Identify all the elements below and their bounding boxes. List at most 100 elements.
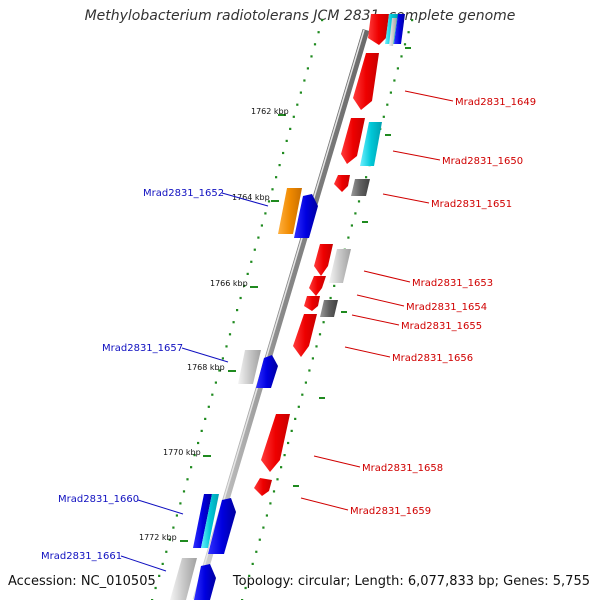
rail-dot	[250, 260, 253, 263]
gene-arrow-1653[interactable]	[329, 249, 351, 283]
rail-dot	[193, 454, 196, 457]
gene-arrow-1661b[interactable]	[194, 564, 216, 600]
gene-label-1660: Mrad2831_1660	[58, 494, 139, 505]
rail-dot	[304, 381, 307, 384]
rail-dot	[265, 514, 268, 517]
rail-dot	[317, 31, 320, 34]
gene-label-1659: Mrad2831_1659	[350, 506, 431, 517]
rail-dot	[318, 333, 322, 336]
rail-dot	[267, 200, 271, 203]
rail-dot	[246, 272, 249, 275]
gene-label-1655: Mrad2831_1655	[401, 321, 482, 332]
gene-label-1650: Mrad2831_1650	[442, 156, 523, 167]
gene-arrow-1656[interactable]	[293, 314, 317, 357]
rail-dot	[239, 296, 242, 300]
rail-dot	[278, 164, 281, 167]
rail-dot	[182, 490, 186, 493]
rail-dot	[214, 381, 217, 384]
rail-dot	[248, 574, 251, 577]
rail-dot	[207, 405, 210, 408]
rail-dot	[262, 526, 265, 529]
rail-dot	[253, 248, 256, 251]
axis-ticks: 1762 kbp 1764 kbp 1766 kbp 1768 kbp 1770…	[139, 47, 411, 542]
gene-label-1649: Mrad2831_1649	[455, 97, 536, 108]
rail-dot	[350, 224, 353, 227]
gene-label-1653: Mrad2831_1653	[412, 278, 493, 289]
rail-dot	[354, 212, 357, 215]
gene-arrow-1649[interactable]	[353, 53, 379, 110]
rail-dot	[165, 550, 168, 553]
rail-dot	[299, 91, 302, 94]
rail-dot	[228, 333, 232, 336]
rail-dot	[322, 321, 325, 324]
rail-dot	[197, 441, 200, 445]
rail-dot	[255, 550, 258, 553]
tick-label-1772: 1772 kbp	[139, 533, 177, 542]
rail-dot	[258, 538, 261, 541]
rail-dot	[225, 345, 228, 348]
rail-dot	[365, 176, 368, 179]
rail-dot	[186, 478, 189, 481]
accession-text: Accession: NC_010505	[8, 574, 156, 589]
rail-dot	[264, 212, 267, 215]
rail-dot	[329, 296, 332, 300]
label-leaders	[120, 90, 454, 572]
rail-dot	[158, 574, 161, 577]
rail-dot	[282, 151, 285, 155]
rail-dot	[276, 478, 279, 481]
rail-dot	[407, 31, 410, 34]
genome-summary-text: Topology: circular; Length: 6,077,833 bp…	[232, 574, 590, 589]
rail-dot	[204, 417, 207, 420]
map-title: Methylobacterium radiotolerans JCM 2831,…	[84, 8, 516, 24]
gene-arrow-1660[interactable]	[193, 494, 212, 548]
gene-arrow-1659[interactable]	[254, 478, 272, 496]
rail-dot	[308, 369, 311, 372]
rail-dot	[190, 466, 193, 469]
tick-label-1764: 1764 kbp	[232, 193, 270, 202]
rail-dot	[272, 490, 276, 493]
rail-dot	[280, 466, 283, 469]
rail-dot	[236, 309, 239, 312]
gene-arrow-1653a[interactable]	[314, 244, 333, 276]
gene-arrow-1660b[interactable]	[201, 494, 219, 548]
rail-dot	[269, 502, 272, 505]
gene-arrow-1658[interactable]	[261, 414, 290, 472]
tick-label-1766: 1766 kbp	[210, 279, 248, 288]
rail-dot	[306, 67, 309, 70]
gene-arrow-1655[interactable]	[320, 300, 338, 317]
gene-arrow-top-gray	[389, 18, 397, 46]
rail-dot	[400, 55, 403, 58]
gene-arrow-1651[interactable]	[351, 179, 370, 196]
gene-arrow-1650b[interactable]	[360, 122, 382, 166]
gene-arrow-1657[interactable]	[238, 350, 261, 384]
rail-dot	[333, 284, 336, 287]
rail-dot	[243, 284, 246, 287]
gene-arrow-1655a[interactable]	[304, 296, 320, 311]
rail-dot	[301, 393, 304, 396]
rail-dot	[175, 514, 178, 517]
rail-dot	[275, 176, 278, 179]
gene-arrow-top-blue[interactable]	[394, 14, 405, 44]
gene-arrow-1657b[interactable]	[256, 355, 278, 388]
rail-dot	[211, 393, 214, 396]
rail-dot	[315, 345, 318, 348]
gene-arrow-1652[interactable]	[278, 188, 302, 234]
gene-arrow-top-red[interactable]	[368, 14, 389, 45]
gene-arrow-1650[interactable]	[341, 118, 365, 164]
gene-arrow-1660c[interactable]	[208, 498, 236, 554]
rail-dot	[221, 357, 224, 360]
gene-track	[170, 14, 405, 600]
rail-dot	[296, 103, 299, 106]
rail-dot	[283, 454, 286, 457]
gene-arrow-1654[interactable]	[309, 276, 326, 296]
rail-dot	[218, 369, 221, 372]
rail-dot	[347, 236, 350, 239]
gene-label-1651: Mrad2831_1651	[431, 199, 512, 210]
gene-arrow-1651a[interactable]	[334, 175, 350, 192]
rail-dot	[251, 562, 254, 565]
gene-arrow-1661[interactable]	[170, 558, 197, 600]
gene-arrow-1652b[interactable]	[294, 194, 318, 238]
rail-dot	[161, 562, 164, 565]
